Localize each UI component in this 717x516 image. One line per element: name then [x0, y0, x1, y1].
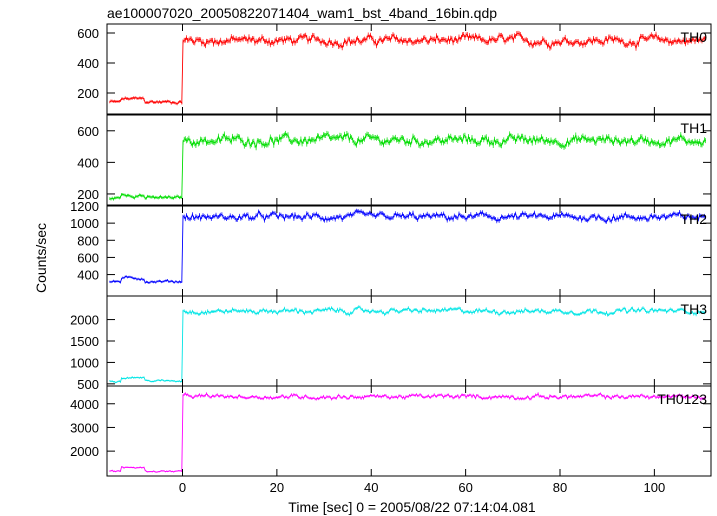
y-tick-label: 200: [77, 187, 99, 202]
series-line: [109, 32, 706, 105]
x-tick-label: 80: [553, 480, 567, 495]
y-tick-label: 3000: [70, 420, 99, 435]
series-th3: [109, 305, 706, 384]
y-tick-label: 400: [77, 155, 99, 170]
panels: 200 400 600 TH0 200 400 600 TH1 400 600 800 1000 120…: [70, 23, 712, 477]
series-label: TH2: [681, 211, 708, 227]
panel-th2: 400 600 800 1000 1200 TH2: [70, 199, 712, 297]
y-tick-label: 2000: [70, 313, 99, 328]
series-line: [109, 132, 706, 200]
y-tick-label: 500: [77, 377, 99, 392]
series-th1: [109, 130, 706, 201]
panel-th1: 200 400 600 TH1: [77, 114, 712, 206]
y-tick-label: 800: [77, 233, 99, 248]
x-tick-label: 100: [644, 480, 666, 495]
series-label: TH0123: [657, 391, 707, 407]
panel-th3: 500 1000 1500 2000 TH3: [70, 295, 712, 392]
panel-frame: [106, 114, 712, 206]
panel-frame: [106, 23, 712, 115]
y-tick-label: 1500: [70, 334, 99, 349]
x-tick-label: 20: [270, 480, 284, 495]
series-line: [109, 210, 706, 284]
panel-frame: [106, 385, 712, 477]
panel-th0123: 2000 3000 4000 TH0123: [70, 385, 712, 477]
series-label: TH0: [681, 29, 708, 45]
chart-title: ae100007020_20050822071404_wam1_bst_4ban…: [107, 5, 497, 21]
series-th2: [109, 208, 706, 284]
series-th0: [109, 30, 706, 106]
series-th0123: [109, 392, 706, 473]
series-errorbars: [109, 392, 706, 473]
series-label: TH1: [681, 120, 708, 136]
y-tick-label: 600: [77, 124, 99, 139]
series-line: [109, 306, 706, 384]
series-line: [109, 392, 706, 473]
y-tick-label: 200: [77, 86, 99, 101]
y-axis-label: Counts/sec: [33, 223, 49, 293]
y-tick-label: 1000: [70, 355, 99, 370]
x-tick-label: 40: [364, 480, 378, 495]
y-tick-label: 2000: [70, 444, 99, 459]
series-label: TH3: [681, 301, 708, 317]
x-tick-label: 60: [458, 480, 472, 495]
panel-frame: [106, 205, 712, 297]
series-errorbars: [109, 305, 706, 384]
y-tick-label: 600: [77, 26, 99, 41]
y-tick-label: 400: [77, 56, 99, 71]
x-axis: 0 20 40 60 80 100: [179, 480, 665, 495]
y-tick-label: 400: [77, 268, 99, 283]
x-axis-label: Time [sec] 0 = 2005/08/22 07:14:04.081: [288, 499, 536, 515]
y-tick-label: 600: [77, 250, 99, 265]
y-tick-label: 1200: [70, 199, 99, 214]
y-tick-label: 4000: [70, 397, 99, 412]
panel-th0: 200 400 600 TH0: [77, 23, 712, 115]
y-tick-label: 1000: [70, 216, 99, 231]
x-tick-label: 0: [179, 480, 186, 495]
